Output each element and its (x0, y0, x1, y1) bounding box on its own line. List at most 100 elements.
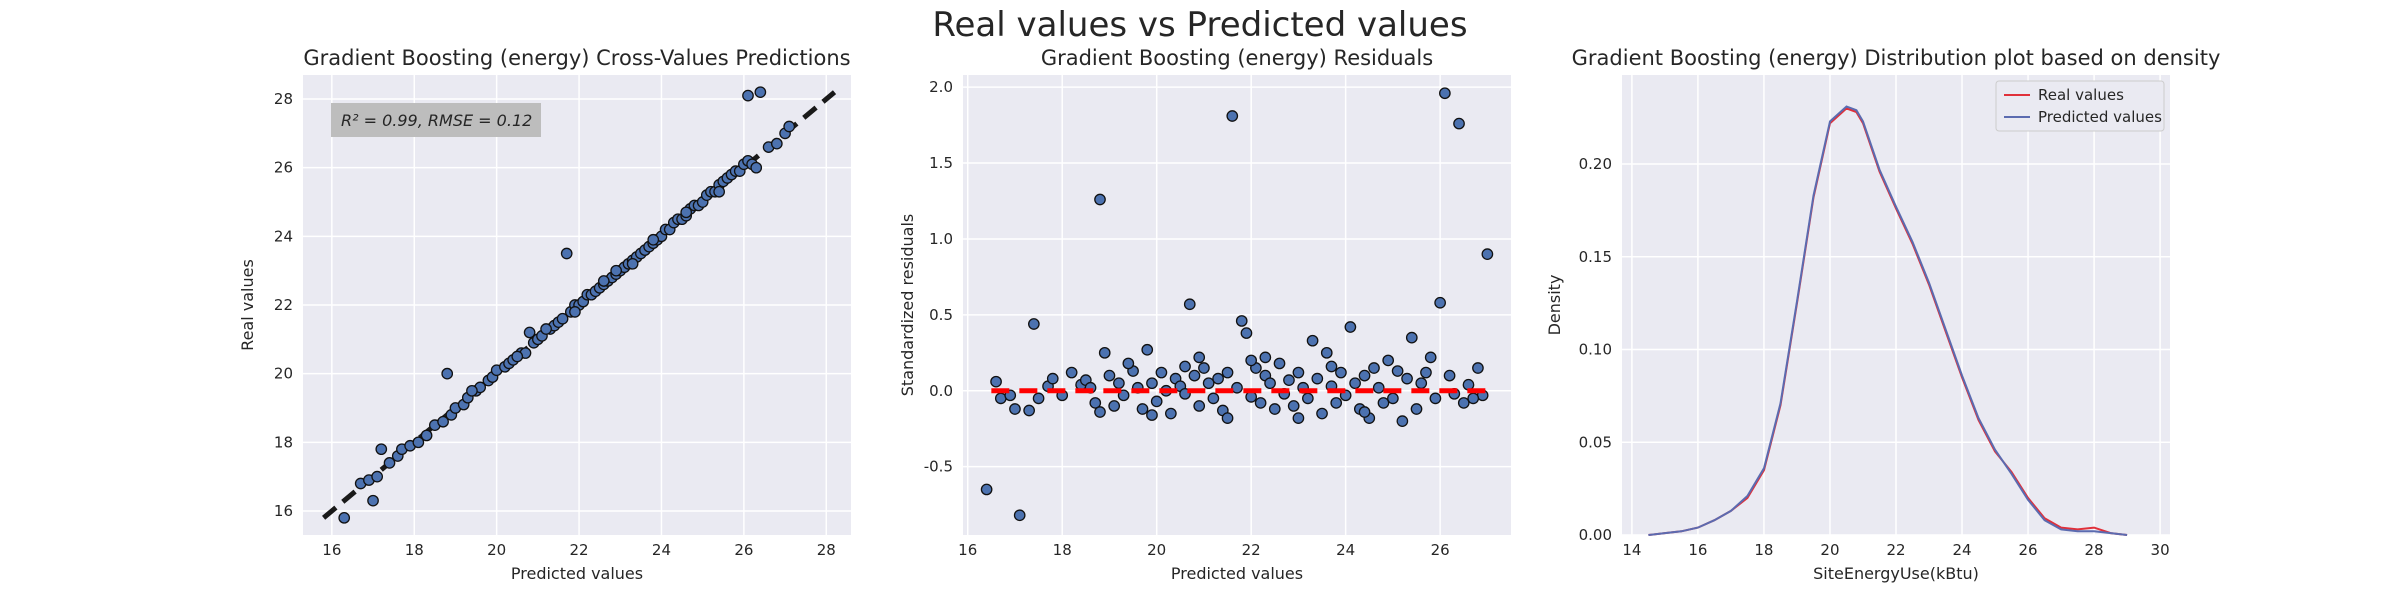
data-point (375, 443, 388, 456)
y-tick-label: 2.0 (929, 78, 953, 96)
data-point (1410, 403, 1423, 415)
data-point (1141, 343, 1154, 356)
x-tick-label: 18 (1053, 541, 1072, 559)
data-point (1108, 400, 1121, 412)
x-tick-label: 14 (1622, 541, 1641, 559)
data-point (1382, 354, 1395, 367)
x-tick-label: 26 (2019, 541, 2038, 559)
data-point (1193, 351, 1206, 364)
annotation-text: R² = 0.99, RMSE = 0.12 (341, 111, 532, 130)
data-point (1344, 321, 1357, 333)
y-tick-label: 1.5 (929, 154, 953, 172)
data-point (1179, 360, 1191, 373)
chart-cross-values-predictions: 16 18 20 22 24 26 28 16 18 20 22 24 26 28 Gradient Boo… (238, 46, 851, 583)
data-point (750, 161, 763, 174)
data-point (1193, 400, 1206, 412)
data-point (371, 470, 384, 483)
data-point (754, 86, 767, 99)
data-point (783, 120, 796, 133)
data-point (1453, 117, 1465, 130)
data-point (560, 247, 573, 260)
y-axis-label: Real values (238, 259, 257, 351)
x-tick-label: 18 (1754, 541, 1773, 559)
data-point (1009, 403, 1021, 415)
data-point (1235, 315, 1248, 327)
data-point (1358, 369, 1371, 382)
y-tick-label: 28 (274, 90, 293, 108)
data-point (742, 89, 754, 102)
x-axis-label: SiteEnergyUse(kBtu) (1813, 564, 1979, 583)
data-point (1391, 365, 1404, 377)
data-point (1306, 334, 1319, 347)
data-point (1023, 404, 1035, 417)
legend-box (1995, 80, 2165, 132)
data-point (1335, 366, 1347, 379)
data-point (420, 429, 433, 442)
x-tick-label: 22 (1886, 541, 1905, 559)
data-point (1481, 248, 1494, 260)
y-tick-label: 0.5 (929, 306, 953, 324)
data-point (1401, 372, 1413, 385)
data-point (1183, 298, 1196, 311)
data-point (1221, 412, 1234, 424)
data-point (1368, 362, 1380, 374)
data-point (1283, 374, 1295, 386)
x-tick-label: 16 (322, 541, 341, 559)
data-point (680, 206, 693, 219)
data-point (1429, 392, 1442, 405)
x-tick-label: 26 (1431, 541, 1450, 559)
data-point (1094, 193, 1106, 206)
y-tick-label: 18 (274, 433, 293, 451)
data-point (1221, 366, 1234, 379)
y-axis-label: Density (1545, 275, 1564, 336)
data-point (1136, 403, 1149, 415)
x-tick-label: 24 (1952, 541, 1971, 559)
data-point (1259, 351, 1272, 364)
x-tick-label: 22 (1242, 541, 1261, 559)
data-point (770, 137, 783, 150)
y-tick-label: 22 (274, 296, 293, 314)
data-point (569, 306, 581, 318)
data-point (1046, 372, 1059, 385)
data-point (990, 375, 1002, 388)
data-point (597, 275, 610, 287)
data-point (1207, 392, 1220, 405)
data-point (556, 312, 569, 325)
data-point (1103, 369, 1116, 382)
data-point (1098, 346, 1111, 359)
chart-residuals: 16 18 20 22 24 26 -0.5 0.0 0.5 1.0 1.5 2.0 Gradient … (898, 46, 1511, 583)
data-point (441, 367, 454, 380)
data-point (1188, 369, 1201, 382)
x-tick-label: 28 (2085, 541, 2104, 559)
data-point (1089, 397, 1102, 409)
y-tick-label: 26 (274, 159, 293, 177)
annotation-box (331, 103, 541, 137)
data-point (1240, 327, 1253, 339)
data-point (1439, 87, 1451, 100)
series-line (1648, 105, 2128, 536)
chart-title: Gradient Boosting (energy) Cross-Values … (303, 46, 850, 70)
data-point (1467, 392, 1480, 405)
y-tick-label: 0.15 (1579, 248, 1612, 266)
data-point (1028, 318, 1040, 330)
chart-density-distribution: 14 16 18 20 22 24 26 28 30 0.00 0.05 0.10 0.15 0.20 Gr… (1545, 46, 2220, 583)
y-tick-label: 24 (274, 227, 293, 245)
y-tick-label: 0.10 (1579, 341, 1612, 359)
data-point (1032, 392, 1045, 405)
data-point (1155, 366, 1168, 379)
data-point (1316, 407, 1328, 420)
y-axis-label: Standardized residuals (898, 214, 917, 396)
x-tick-label: 20 (487, 541, 506, 559)
figure-suptitle: Real values vs Predicted values (932, 5, 1467, 45)
data-point (1146, 409, 1158, 421)
data-point (1358, 406, 1371, 418)
data-point (1311, 372, 1324, 385)
data-point (713, 185, 726, 198)
data-point (1396, 415, 1409, 427)
y-tick-label: -0.5 (924, 458, 953, 476)
y-tick-label: 1.0 (929, 230, 953, 248)
x-tick-label: 28 (817, 541, 836, 559)
x-tick-label: 30 (2151, 541, 2170, 559)
data-point (1292, 366, 1305, 379)
data-point (1287, 400, 1300, 412)
